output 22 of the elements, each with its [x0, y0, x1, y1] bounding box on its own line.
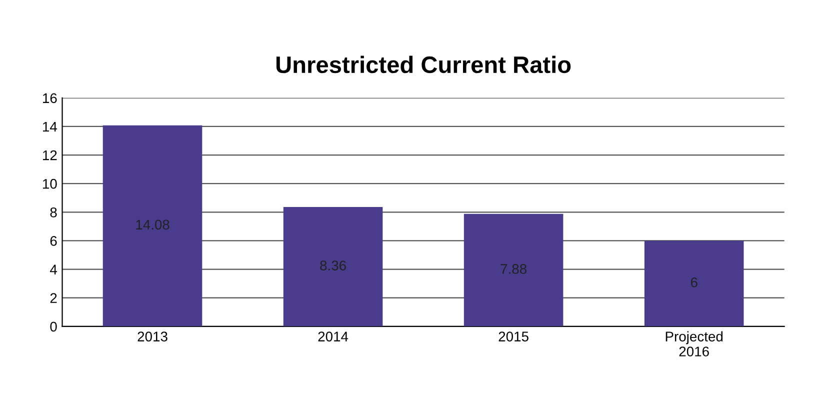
y-tick-label: 10	[43, 178, 57, 189]
bar	[283, 207, 383, 326]
x-tick-label: 2013	[138, 332, 168, 342]
y-tick-label: 16	[43, 93, 57, 104]
bar	[464, 214, 564, 326]
data-label: 6	[690, 277, 698, 288]
data-label: 14.08	[136, 220, 170, 230]
data-label: 8.36	[320, 260, 346, 270]
y-tick-label: 0	[50, 322, 57, 332]
y-tick-label: 4	[50, 264, 57, 274]
chart-title: Unrestricted Current Ratio	[276, 56, 571, 74]
y-tick-label: 14	[43, 122, 57, 132]
bar	[644, 240, 744, 326]
y-tick-label: 2	[50, 293, 57, 303]
y-tick-label: 6	[50, 236, 57, 246]
x-tick-label: Projected 2016	[666, 331, 723, 356]
y-tick-label: 12	[43, 150, 57, 160]
x-tick-label: 2014	[318, 332, 348, 342]
data-label: 7.88	[500, 264, 526, 274]
bar	[102, 125, 202, 326]
y-tick-label: 8	[50, 207, 57, 218]
x-tick-label: 2015	[498, 332, 528, 342]
